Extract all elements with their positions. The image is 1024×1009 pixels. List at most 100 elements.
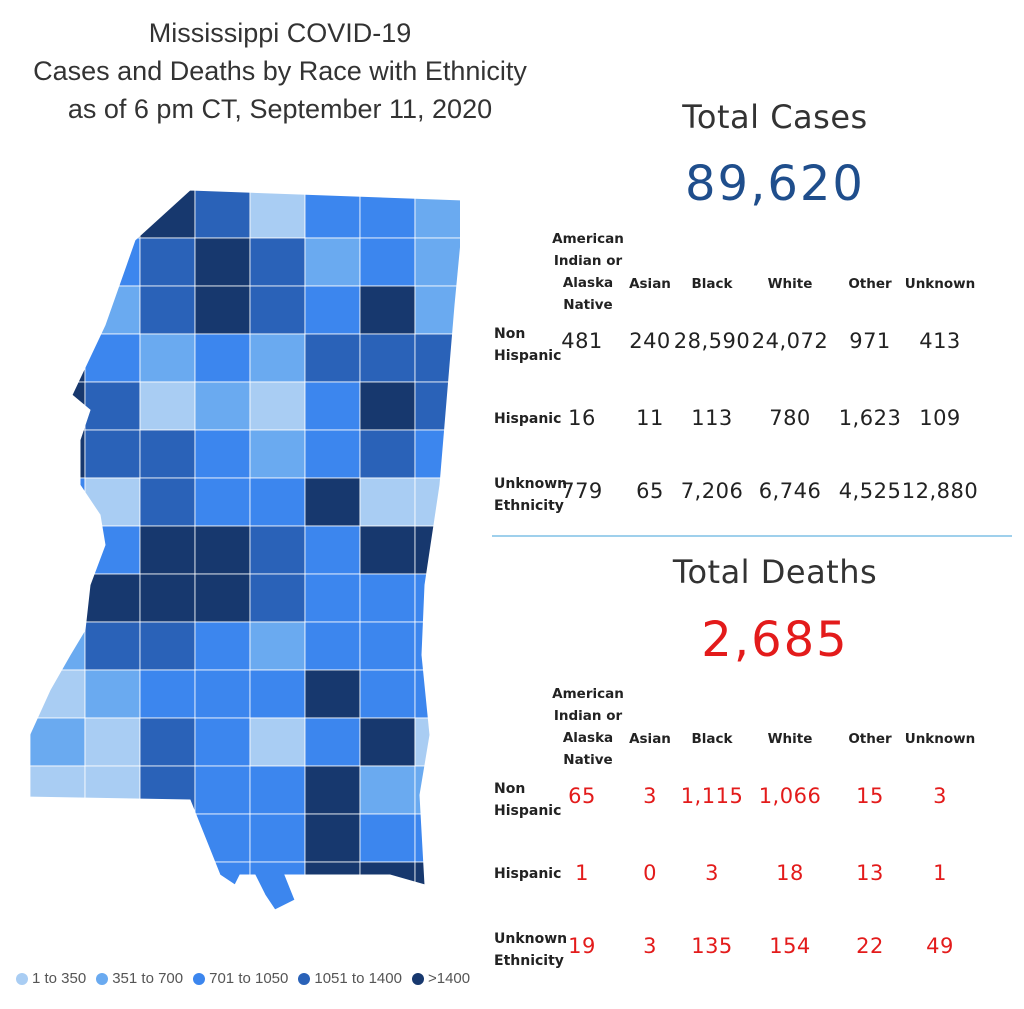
county: [30, 333, 86, 383]
column-header: Black: [691, 276, 733, 292]
table-cell: 481: [561, 329, 603, 353]
county: [359, 573, 416, 623]
county: [414, 717, 460, 767]
total-cases-heading: Total Cases: [682, 98, 868, 136]
column-header: American Indian or Alaska Native: [552, 231, 624, 313]
county: [249, 621, 306, 671]
county: [414, 765, 460, 815]
county: [194, 861, 251, 910]
table-cell: 6,746: [758, 479, 822, 503]
county: [84, 525, 141, 575]
county: [414, 237, 460, 287]
county: [249, 237, 306, 287]
map-title: Mississippi COVID-19 Cases and Deaths by…: [10, 14, 550, 128]
county: [30, 477, 86, 527]
county: [30, 285, 86, 335]
column-header: American Indian or Alaska Native: [552, 686, 624, 768]
county: [30, 525, 86, 575]
row-label: Unknown Ethnicity: [494, 931, 568, 969]
county: [194, 381, 251, 431]
county: [249, 717, 306, 767]
total-cases-value: 89,620: [685, 156, 865, 212]
county: [304, 573, 361, 623]
county: [414, 669, 460, 719]
row-label: Hispanic: [494, 411, 562, 427]
county-grid: [30, 190, 460, 910]
table-cell: 4,525: [838, 479, 902, 503]
map-legend: 1 to 350 351 to 700 701 to 1050 1051 to 140…: [16, 970, 470, 987]
mississippi-county-map: [30, 190, 460, 911]
table-cell: 1,115: [680, 784, 744, 808]
legend-item: 1 to 350: [16, 970, 86, 987]
county: [249, 429, 306, 479]
table-cell: 3: [933, 784, 947, 808]
county: [84, 381, 141, 431]
county: [304, 190, 361, 239]
county: [359, 669, 416, 719]
table-cell: 11: [636, 406, 664, 430]
county: [304, 429, 361, 479]
county: [304, 765, 361, 815]
table-cell: 0: [643, 861, 657, 885]
table-cell: 12,880: [901, 479, 979, 503]
table-cell: 109: [919, 406, 961, 430]
county: [304, 237, 361, 287]
legend-dot-icon: [193, 972, 206, 985]
county: [84, 573, 141, 623]
table-cell: 49: [926, 934, 954, 958]
column-header: Unknown: [904, 276, 976, 292]
county: [139, 861, 196, 910]
county: [249, 525, 306, 575]
county: [139, 525, 196, 575]
table-cell: 7,206: [680, 479, 744, 503]
county: [139, 717, 196, 767]
county: [194, 621, 251, 671]
table-cell: 1: [575, 861, 589, 885]
county: [84, 765, 141, 815]
county: [194, 477, 251, 527]
county: [84, 237, 141, 287]
table-cell: 65: [636, 479, 664, 503]
county: [30, 190, 86, 239]
table-cell: 3: [705, 861, 719, 885]
column-header: Asian: [629, 731, 671, 747]
county: [30, 861, 86, 910]
county: [194, 285, 251, 335]
county: [30, 765, 86, 815]
county: [304, 717, 361, 767]
total-deaths-heading: Total Deaths: [672, 553, 878, 591]
county: [249, 813, 306, 863]
table-cell: 413: [919, 329, 961, 353]
county: [139, 573, 196, 623]
county: [249, 381, 306, 431]
county: [414, 333, 460, 383]
county: [359, 237, 416, 287]
county: [84, 621, 141, 671]
county: [414, 429, 460, 479]
county: [359, 861, 416, 910]
county: [84, 429, 141, 479]
legend-label: 701 to 1050: [209, 970, 289, 987]
county: [84, 813, 141, 863]
table-cell: 1,623: [838, 406, 902, 430]
column-header: White: [767, 731, 813, 747]
county: [359, 381, 416, 431]
county: [194, 333, 251, 383]
row-label: Unknown Ethnicity: [494, 476, 568, 514]
county: [249, 573, 306, 623]
county: [414, 381, 460, 431]
table-cell: 1: [933, 861, 947, 885]
county: [414, 190, 460, 239]
legend-label: 1051 to 1400: [314, 970, 402, 987]
row-label: Non Hispanic: [494, 781, 562, 819]
county: [304, 477, 361, 527]
county: [84, 669, 141, 719]
legend-label: 1 to 350: [32, 970, 87, 987]
county: [359, 477, 416, 527]
county: [359, 765, 416, 815]
county: [304, 621, 361, 671]
column-header: Unknown: [904, 731, 976, 747]
county: [30, 237, 86, 287]
county: [249, 669, 306, 719]
table-cell: 780: [769, 406, 811, 430]
